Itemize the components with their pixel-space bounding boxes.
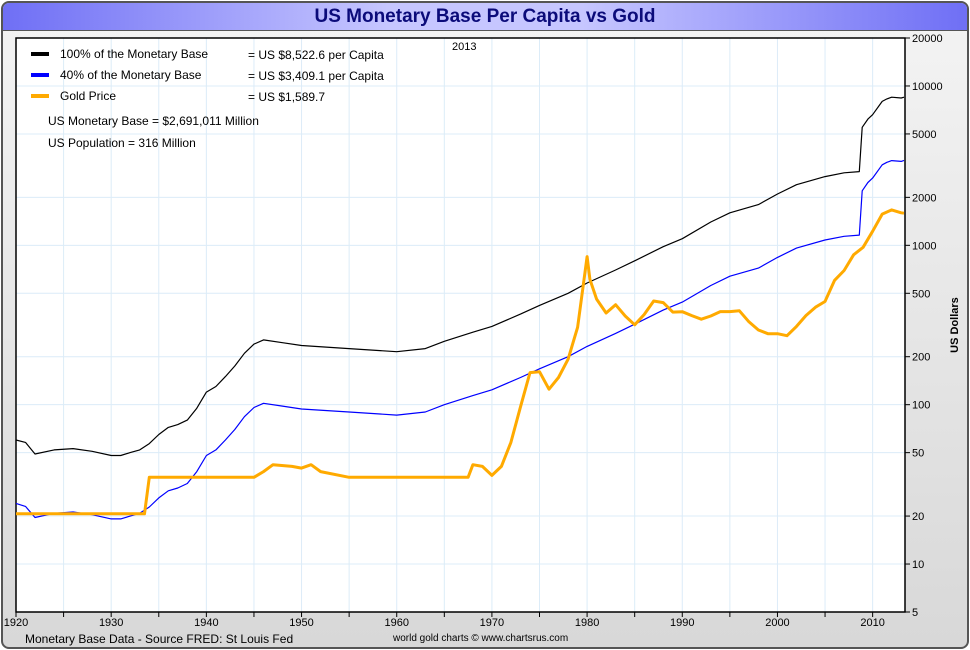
series-line-gold-price — [16, 208, 905, 516]
y-tick-label: 500 — [912, 288, 930, 300]
y-axis-label: US Dollars — [949, 297, 961, 353]
y-tick-label: 10 — [912, 559, 924, 571]
legend-value: = US $3,409.1 per Capita — [248, 69, 384, 83]
x-tick-label: 1970 — [480, 617, 504, 629]
y-tick-label: 20 — [912, 511, 924, 523]
x-tick-label: 1980 — [575, 617, 599, 629]
series-line-monetary-base-100 — [15, 96, 905, 457]
y-tick-label: 2000 — [912, 192, 936, 204]
y-tick-label: 5000 — [912, 129, 936, 141]
y-tick-label: 1000 — [912, 240, 936, 252]
chart-title: US Monetary Base Per Capita vs Gold — [314, 6, 656, 27]
x-tick-label: 1960 — [384, 617, 408, 629]
annotation: US Monetary Base = $2,691,011 Million — [48, 114, 259, 128]
x-tick-label: 1950 — [289, 617, 313, 629]
y-tick-label: 200 — [912, 352, 930, 364]
data-source-note: Monetary Base Data - Source FRED: St Lou… — [25, 632, 294, 646]
legend-label: 40% of the Monetary Base — [60, 68, 202, 82]
x-tick-label: 1920 — [4, 617, 28, 629]
y-tick-label: 20000 — [912, 33, 943, 45]
y-tick-label: 10000 — [912, 81, 943, 93]
y-tick-label: 100 — [912, 400, 930, 412]
x-tick-label: 1940 — [194, 617, 218, 629]
year-label: 2013 — [452, 41, 476, 53]
credit-note: world gold charts © www.chartsrus.com — [393, 633, 569, 644]
y-tick-label: 5 — [912, 607, 918, 619]
title-bar: US Monetary Base Per Capita vs Gold — [3, 3, 967, 31]
legend-value: = US $8,522.6 per Capita — [248, 48, 384, 62]
annotation: US Population = 316 Million — [48, 136, 196, 150]
x-tick-label: 2010 — [860, 617, 884, 629]
legend-label: Gold Price — [60, 89, 116, 103]
x-tick-label: 2000 — [765, 617, 789, 629]
legend-label: 100% of the Monetary Base — [60, 47, 208, 61]
x-tick-label: 1930 — [99, 617, 123, 629]
plot-border — [15, 37, 906, 613]
y-tick-label: 50 — [912, 448, 924, 460]
x-tick-label: 1990 — [670, 617, 694, 629]
legend-value: = US $1,589.7 — [248, 90, 325, 104]
